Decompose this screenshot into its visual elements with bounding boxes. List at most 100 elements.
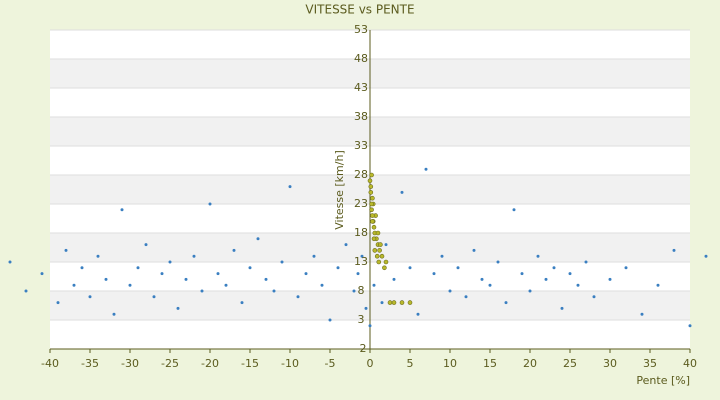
data-point — [536, 254, 540, 258]
data-point — [378, 242, 383, 247]
data-point — [432, 272, 436, 276]
data-point — [160, 272, 164, 276]
x-tick-label: -20 — [201, 357, 219, 370]
x-tick-label: -35 — [81, 357, 99, 370]
y-tick-label: 43 — [354, 81, 368, 94]
y-tick-label: 18 — [354, 226, 368, 239]
data-point — [391, 300, 397, 305]
x-tick-label: -40 — [41, 357, 59, 370]
data-point — [192, 254, 196, 258]
data-point — [369, 172, 374, 178]
data-point — [376, 259, 382, 265]
data-point — [382, 265, 387, 271]
data-point — [184, 277, 188, 281]
data-point — [320, 283, 324, 287]
data-point — [488, 283, 492, 287]
data-point — [370, 219, 375, 224]
data-point — [136, 266, 140, 270]
data-point — [387, 300, 393, 305]
data-point — [368, 190, 374, 195]
data-point — [304, 272, 308, 276]
data-point — [383, 259, 389, 265]
data-point — [592, 295, 596, 299]
data-point — [560, 306, 564, 310]
y-tick-label: 38 — [354, 110, 368, 123]
data-point — [584, 260, 588, 264]
data-point — [392, 277, 396, 281]
data-point — [152, 295, 156, 299]
data-point — [296, 295, 300, 299]
data-point — [72, 283, 76, 287]
y-tick-label: 48 — [354, 52, 368, 65]
y-tick-label: 28 — [354, 168, 368, 181]
data-point — [407, 300, 413, 305]
data-point — [96, 254, 100, 258]
data-point — [544, 277, 548, 281]
data-point — [8, 260, 12, 264]
data-point — [464, 295, 468, 299]
data-point — [456, 266, 460, 270]
data-point — [408, 266, 412, 270]
data-point — [374, 253, 380, 259]
data-point — [128, 283, 132, 287]
x-tick-label: 25 — [563, 357, 577, 370]
data-point — [448, 289, 452, 293]
data-point — [224, 283, 228, 287]
data-point — [40, 272, 44, 276]
data-point — [112, 312, 116, 316]
data-point — [288, 185, 292, 189]
data-point — [24, 289, 28, 293]
y-tick-label: -2 — [356, 342, 367, 355]
data-point — [512, 208, 516, 212]
data-point — [372, 283, 376, 287]
data-point — [144, 243, 148, 247]
x-tick-label: -5 — [325, 357, 336, 370]
x-axis-label: Pente [%] — [636, 374, 690, 387]
data-point — [400, 190, 404, 194]
data-point — [264, 277, 268, 281]
data-point — [496, 260, 500, 264]
y-axis-label: Vitesse [km/h] — [333, 150, 346, 230]
y-tick-label: 53 — [354, 23, 368, 36]
data-point — [370, 213, 375, 218]
data-point — [256, 237, 260, 241]
data-point — [352, 289, 356, 293]
data-point — [656, 283, 660, 287]
data-point — [56, 301, 60, 305]
y-tick-label: 23 — [354, 197, 368, 210]
x-tick-label: -25 — [161, 357, 179, 370]
data-point — [248, 266, 252, 270]
x-tick-label: 20 — [523, 357, 537, 370]
data-point — [504, 301, 508, 305]
x-tick-label: 10 — [443, 357, 457, 370]
data-point — [328, 318, 332, 322]
x-tick-label: 5 — [407, 357, 414, 370]
data-point — [440, 254, 444, 258]
x-tick-label: -10 — [281, 357, 299, 370]
data-point — [208, 202, 212, 206]
data-point — [371, 236, 377, 242]
data-point — [576, 283, 580, 287]
data-point — [232, 248, 236, 252]
data-point — [520, 272, 524, 276]
x-tick-label: -30 — [121, 357, 139, 370]
data-point — [272, 289, 276, 293]
x-tick-label: -15 — [241, 357, 259, 370]
data-point — [356, 272, 360, 276]
data-point — [88, 295, 92, 299]
data-point — [368, 184, 374, 189]
data-point — [384, 243, 388, 247]
data-point — [424, 167, 428, 171]
data-point — [120, 208, 124, 212]
x-tick-label: 35 — [643, 357, 657, 370]
data-point — [368, 324, 372, 328]
data-point — [375, 230, 381, 236]
data-point — [369, 207, 374, 213]
data-point — [399, 300, 405, 305]
data-point — [416, 312, 420, 316]
x-tick-label: 30 — [603, 357, 617, 370]
data-point — [64, 248, 68, 252]
data-point — [370, 195, 375, 201]
data-point — [369, 201, 374, 207]
